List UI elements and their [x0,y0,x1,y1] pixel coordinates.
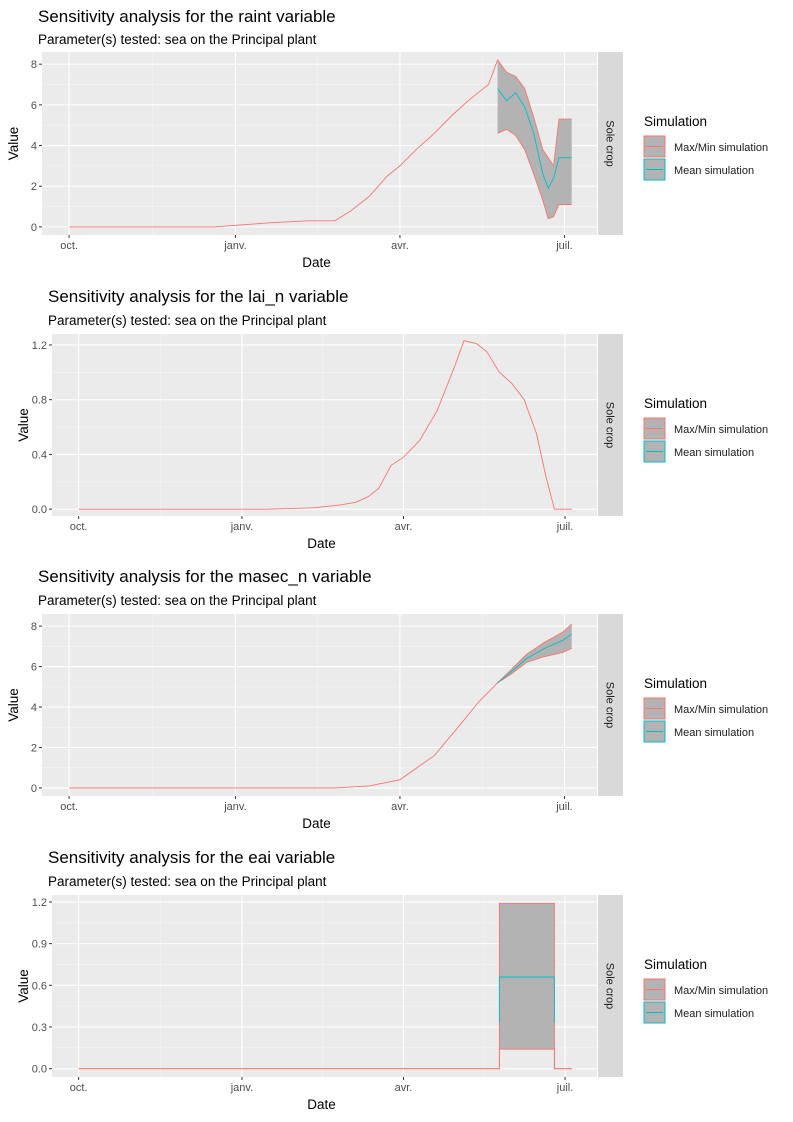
legend-title: Simulation [644,676,707,691]
x-tick-label: avr. [395,521,413,533]
legend-label: Mean simulation [674,727,754,739]
legend-label: Mean simulation [674,447,754,459]
x-axis-label: Date [307,536,336,551]
min-simulation-line [497,647,572,684]
y-tick-label: 0 [31,783,37,795]
x-axis-label: Date [302,255,331,270]
x-tick-label: juil. [556,521,574,533]
x-tick-label: oct. [70,1082,88,1094]
x-tick-label: juil. [556,1082,574,1094]
x-tick-label: oct. [60,240,78,252]
chart-2: Sensitivity analysis for the lai_n varia… [16,287,768,551]
y-tick-label: 1.2 [32,340,47,352]
legend-label: Mean simulation [674,1008,754,1020]
facet-strip-label: Sole crop [604,682,616,728]
facet-strip [598,52,623,235]
y-tick-label: 0.3 [32,1022,47,1034]
facet-strip [598,334,623,516]
y-tick-label: 2 [31,742,37,754]
legend-title: Simulation [644,396,707,411]
chart-subtitle: Parameter(s) tested: sea on the Principa… [38,593,317,608]
chart-title: Sensitivity analysis for the masec_n var… [38,567,372,586]
mean-simulation-line [497,633,572,684]
chart-subtitle: Parameter(s) tested: sea on the Principa… [38,32,317,47]
x-tick-label: avr. [391,801,409,813]
y-tick-label: 8 [31,59,37,71]
y-tick-label: 8 [31,621,37,633]
x-tick-label: juil. [555,801,573,813]
chart-1: Sensitivity analysis for the raint varia… [6,7,768,270]
y-tick-label: 0.9 [32,939,47,951]
y-axis-label: Value [6,127,21,161]
facet-strip-label: Sole crop [604,963,616,1009]
max-simulation-line [78,340,573,510]
minmax-band [78,903,573,1069]
chart-4: Sensitivity analysis for the eai variabl… [16,848,768,1112]
facet-strip-label: Sole crop [604,120,616,166]
mean-simulation-line [497,88,572,190]
y-tick-label: 1.2 [32,897,47,909]
y-tick-label: 0 [31,222,37,234]
chart-subtitle: Parameter(s) tested: sea on the Principa… [48,313,327,328]
min-simulation-line [497,128,572,220]
legend-label: Max/Min simulation [674,142,768,154]
facet-strip [598,895,623,1077]
legend-label: Max/Min simulation [674,424,768,436]
x-tick-label: oct. [70,521,88,533]
x-tick-label: avr. [391,240,409,252]
legend-label: Max/Min simulation [674,704,768,716]
x-axis-label: Date [307,1097,336,1112]
facet-strip [598,614,623,796]
y-tick-label: 6 [31,662,37,674]
legend-title: Simulation [644,957,707,972]
y-tick-label: 4 [31,141,37,153]
x-tick-label: juil. [555,240,573,252]
x-tick-label: janv. [230,521,253,533]
y-tick-label: 4 [31,702,37,714]
x-tick-label: oct. [60,801,78,813]
y-tick-label: 6 [31,100,37,112]
x-axis-label: Date [302,816,331,831]
plot-panel [42,614,597,796]
y-tick-label: 2 [31,181,37,193]
chart-title: Sensitivity analysis for the raint varia… [38,7,336,26]
y-axis-label: Value [16,969,31,1003]
mean-simulation-line [498,976,555,1023]
y-tick-label: 0.6 [32,980,47,992]
legend-label: Max/Min simulation [674,985,768,997]
min-simulation-line [78,1048,573,1070]
chart-subtitle: Parameter(s) tested: sea on the Principa… [48,874,327,889]
chart-title: Sensitivity analysis for the lai_n varia… [48,287,348,306]
legend-title: Simulation [644,114,707,129]
max-simulation-line [69,59,572,228]
legend-label: Mean simulation [674,165,754,177]
facet-strip-label: Sole crop [604,402,616,448]
y-tick-label: 0.0 [32,504,47,516]
x-tick-label: janv. [223,801,246,813]
x-tick-label: janv. [230,1082,253,1094]
x-tick-label: janv. [223,240,246,252]
chart-3: Sensitivity analysis for the masec_n var… [6,567,768,831]
y-axis-label: Value [16,408,31,442]
y-tick-label: 0.8 [32,395,47,407]
y-tick-label: 0.4 [32,449,47,461]
y-axis-label: Value [6,688,21,722]
max-simulation-line [69,623,573,789]
y-tick-label: 0.0 [32,1064,47,1076]
plot-panel [52,334,597,516]
x-tick-label: avr. [395,1082,413,1094]
chart-title: Sensitivity analysis for the eai variabl… [48,848,335,867]
